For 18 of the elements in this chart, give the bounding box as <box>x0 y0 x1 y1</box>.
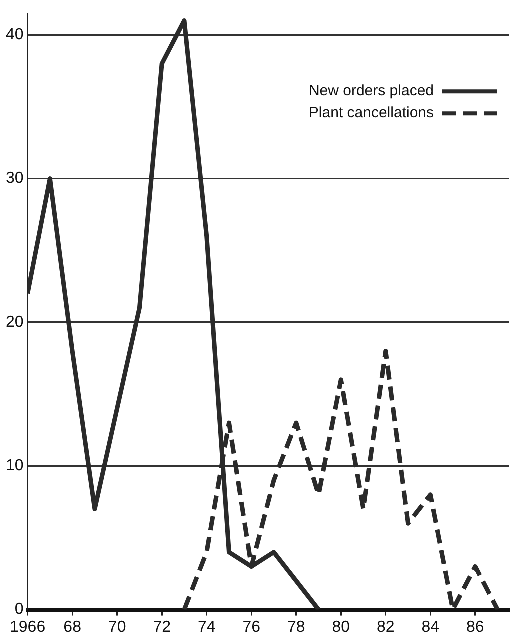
x-tick-label: 76 <box>242 618 261 636</box>
x-tick-label: 1966 <box>10 618 46 636</box>
legend-label: New orders placed <box>308 82 434 100</box>
x-tick-label: 68 <box>64 618 82 636</box>
legend-label: Plant cancellations <box>308 104 434 122</box>
y-tick-label: 30 <box>6 170 24 188</box>
x-tick-label: 72 <box>153 618 172 636</box>
y-tick-label: 0 <box>14 601 24 618</box>
x-tick-label: 82 <box>377 618 395 636</box>
y-tick-label: 20 <box>6 314 24 331</box>
y-tick-label: 40 <box>6 26 24 44</box>
x-tick-label: 70 <box>108 618 126 636</box>
x-tick-label: 78 <box>287 618 306 636</box>
x-tick-label: 74 <box>198 618 216 636</box>
x-tick-label: 80 <box>332 618 350 636</box>
y-tick-label: 10 <box>6 458 24 475</box>
x-tick-label: 86 <box>466 618 484 636</box>
x-tick-label: 84 <box>422 618 440 636</box>
